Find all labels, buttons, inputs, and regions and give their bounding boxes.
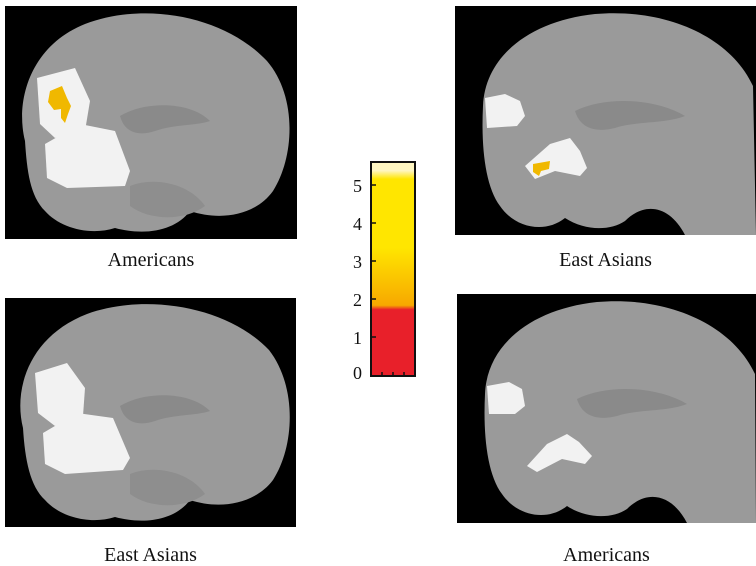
- brain-inner-shading: [120, 395, 210, 424]
- brain-inner-shading: [577, 388, 687, 418]
- scale-label-4: 4: [353, 214, 362, 234]
- activation-blob: [533, 161, 550, 176]
- white-region-lower: [43, 413, 130, 474]
- white-region-lower: [527, 434, 592, 472]
- cerebellum: [130, 469, 205, 506]
- brain-inner-shading: [120, 105, 210, 134]
- brain-inner-shading: [575, 100, 685, 130]
- scale-label-0: 0: [353, 363, 362, 383]
- caption-br: Americans: [563, 544, 650, 566]
- scale-label-5: 5: [353, 176, 362, 196]
- white-region-lower: [45, 124, 130, 188]
- activation-blob: [48, 86, 71, 123]
- color-scale-bar: [370, 161, 416, 377]
- brain-slice-top-left: [5, 6, 297, 239]
- scale-label-2: 2: [353, 290, 362, 310]
- scale-label-3: 3: [353, 252, 362, 272]
- brain-slice-bottom-right: [457, 294, 756, 523]
- white-region-upper: [485, 94, 525, 128]
- color-scale-ticks: [371, 184, 405, 376]
- caption-top-left: Americans: [107, 249, 195, 271]
- scale-label-1: 1: [353, 328, 362, 348]
- white-region-upper: [487, 382, 525, 414]
- brain-slice-bottom-left: [5, 298, 296, 527]
- caption-bottom-left: East Asians: [104, 544, 197, 566]
- white-region-upper: [35, 363, 85, 426]
- cerebellum: [130, 181, 205, 218]
- brain-slice-top-right: [455, 6, 756, 235]
- color-scale-fill: [370, 161, 416, 377]
- caption-top-right: East Asians: [559, 249, 652, 271]
